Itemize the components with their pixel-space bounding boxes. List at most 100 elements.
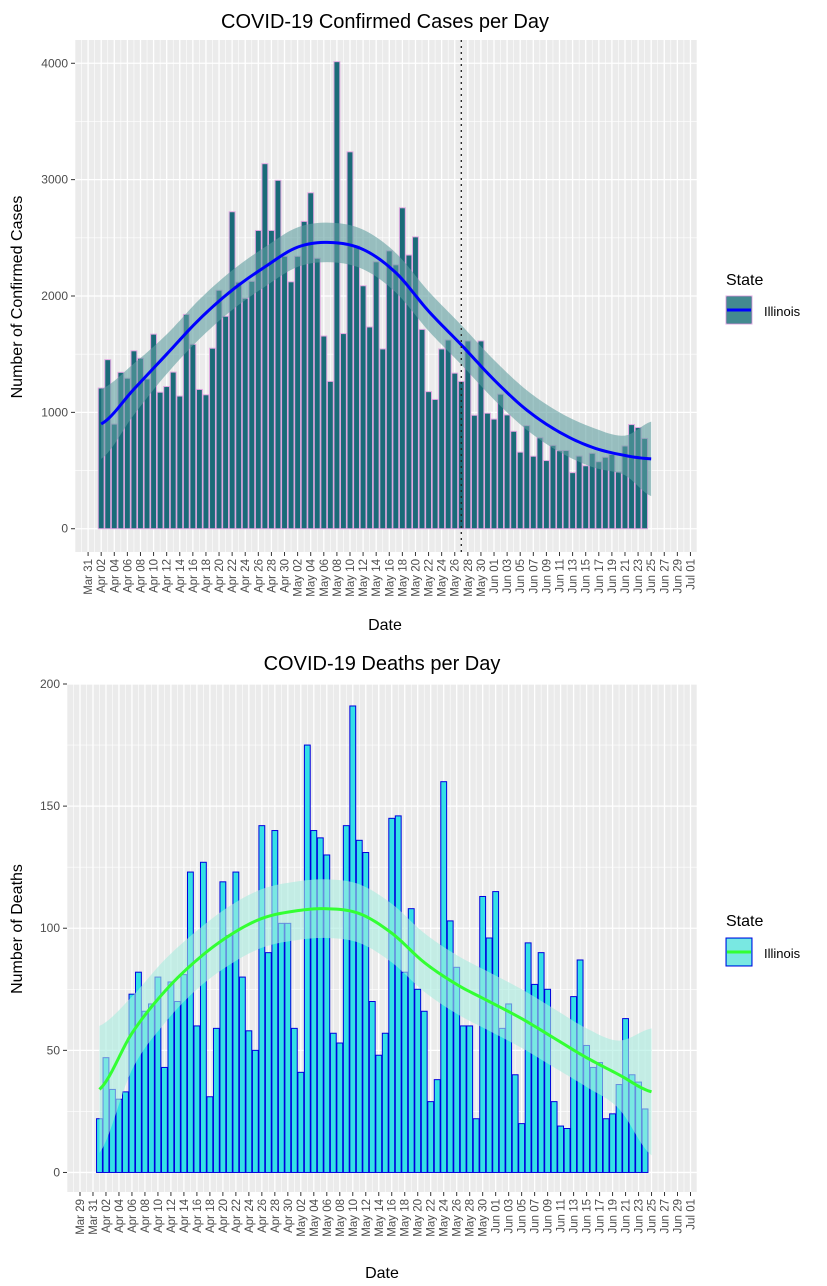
deaths-chart-title: COVID-19 Deaths per Day bbox=[264, 653, 501, 675]
deaths-bar bbox=[180, 974, 188, 1173]
deaths-bar bbox=[466, 1025, 474, 1173]
cases-bar bbox=[130, 350, 138, 530]
deaths-x-tick-label: Jun 07 bbox=[530, 1199, 542, 1234]
cases-x-tick-label: Apr 02 bbox=[96, 559, 108, 593]
cases-chart-title: COVID-19 Confirmed Cases per Day bbox=[221, 11, 549, 33]
cases-x-tick-label: Jun 05 bbox=[515, 559, 527, 594]
cases-x-tick-label: Jun 03 bbox=[502, 559, 514, 594]
cases-x-tick-label: Apr 16 bbox=[188, 559, 200, 593]
deaths-bar bbox=[128, 993, 136, 1173]
deaths-bar bbox=[310, 830, 318, 1173]
deaths-x-tick-label: Jul 01 bbox=[686, 1199, 698, 1230]
cases-legend-entry-illinois: Illinois bbox=[764, 304, 801, 319]
deaths-x-tick-label: Jun 19 bbox=[608, 1199, 620, 1234]
deaths-bar bbox=[199, 861, 207, 1173]
deaths-bar bbox=[161, 1066, 168, 1173]
cases-bar bbox=[169, 371, 177, 530]
cases-y-tick-label: 3000 bbox=[41, 173, 68, 187]
cases-bar bbox=[516, 451, 524, 530]
deaths-x-tick-label: Jun 25 bbox=[647, 1199, 659, 1234]
cases-x-tick-label: Jun 21 bbox=[620, 559, 632, 594]
cases-smooth-line bbox=[100, 240, 652, 461]
cases-x-tick-label: Jun 11 bbox=[555, 559, 567, 593]
cases-x-tick-label: Jun 19 bbox=[607, 559, 619, 594]
deaths-x-tick-label: Jun 03 bbox=[504, 1199, 516, 1234]
cases-y-tick-label: 2000 bbox=[41, 289, 68, 303]
cases-x-tick-label: May 24 bbox=[437, 558, 449, 596]
deaths-x-tick-label: May 14 bbox=[374, 1198, 386, 1236]
cases-x-tick-label: May 02 bbox=[293, 559, 305, 597]
deaths-bar bbox=[336, 1042, 344, 1173]
cases-x-tick-label: May 12 bbox=[358, 559, 370, 597]
deaths-x-tick-label: May 18 bbox=[400, 1199, 412, 1237]
deaths-x-tick-label: May 22 bbox=[426, 1199, 438, 1237]
deaths-bar bbox=[394, 815, 402, 1173]
deaths-x-tick-label: May 16 bbox=[387, 1199, 399, 1237]
cases-bar bbox=[542, 460, 550, 530]
deaths-bar bbox=[459, 1025, 467, 1173]
cases-bar bbox=[359, 285, 367, 530]
deaths-x-tick-label: May 08 bbox=[335, 1199, 347, 1237]
deaths-x-tick-label: Apr 14 bbox=[179, 1198, 191, 1232]
deaths-x-tick-label: Jun 27 bbox=[660, 1199, 672, 1234]
deaths-bar bbox=[544, 988, 552, 1173]
deaths-x-tick-label: Apr 28 bbox=[270, 1199, 282, 1233]
cases-bar bbox=[267, 229, 275, 530]
cases-bar bbox=[484, 412, 491, 530]
deaths-bar bbox=[271, 830, 279, 1173]
deaths-bar bbox=[602, 1118, 610, 1173]
cases-bar bbox=[287, 281, 295, 530]
deaths-bar bbox=[427, 1101, 435, 1173]
deaths-bar bbox=[479, 895, 487, 1173]
cases-y-tick-label: 1000 bbox=[41, 405, 68, 419]
cases-x-tick-label: Jun 07 bbox=[528, 559, 540, 594]
deaths-x-tick-label: Jun 09 bbox=[543, 1199, 555, 1234]
cases-bar bbox=[385, 250, 393, 530]
deaths-x-tick-label: Apr 10 bbox=[153, 1199, 165, 1233]
deaths-x-tick-label: Jun 01 bbox=[491, 1199, 503, 1234]
deaths-bar bbox=[433, 1079, 441, 1173]
cases-bar bbox=[156, 391, 164, 530]
cases-bar bbox=[379, 348, 387, 530]
cases-bar bbox=[339, 333, 347, 530]
cases-bar bbox=[412, 236, 419, 530]
deaths-bar bbox=[401, 971, 409, 1173]
cases-bar bbox=[549, 444, 557, 530]
cases-bar bbox=[438, 348, 446, 530]
deaths-chart: COVID-19 Deaths per Day Date Number of D… bbox=[9, 653, 801, 1282]
cases-x-tick-label: Apr 06 bbox=[122, 559, 134, 593]
cases-x-tick-label: May 28 bbox=[463, 559, 475, 597]
cases-bar bbox=[372, 261, 380, 530]
cases-x-tick-label: May 26 bbox=[450, 559, 462, 597]
deaths-bar bbox=[498, 1027, 506, 1173]
cases-bar bbox=[333, 61, 341, 530]
deaths-bar bbox=[186, 871, 194, 1173]
cases-bar bbox=[189, 343, 197, 530]
cases-bar bbox=[274, 179, 282, 530]
cases-smooth-ribbon bbox=[101, 222, 652, 497]
deaths-bar bbox=[212, 1027, 220, 1173]
deaths-x-tick-label: Jun 11 bbox=[556, 1199, 568, 1233]
cases-bar bbox=[523, 425, 531, 530]
cases-bar bbox=[294, 255, 302, 530]
cases-bar bbox=[490, 418, 498, 530]
deaths-x-tick-label: Jun 23 bbox=[634, 1199, 646, 1234]
deaths-bar bbox=[135, 971, 142, 1173]
deaths-y-tick-label: 100 bbox=[40, 921, 60, 935]
deaths-bar bbox=[277, 922, 285, 1173]
deaths-x-tick-label: Jun 13 bbox=[569, 1199, 581, 1234]
deaths-bar bbox=[232, 871, 240, 1173]
cases-x-tick-label: Apr 30 bbox=[280, 559, 292, 593]
cases-x-tick-label: Jun 23 bbox=[633, 559, 645, 594]
cases-x-tick-label: May 06 bbox=[319, 559, 331, 597]
cases-y-tick-label: 0 bbox=[61, 522, 68, 536]
deaths-bar bbox=[303, 744, 311, 1173]
cases-bar bbox=[425, 391, 433, 530]
cases-bar bbox=[398, 207, 406, 530]
cases-x-tick-label: Jul 01 bbox=[685, 559, 697, 590]
deaths-bar bbox=[297, 1071, 305, 1173]
cases-bar bbox=[431, 398, 439, 530]
cases-x-tick-label: Apr 22 bbox=[227, 559, 239, 593]
deaths-bar bbox=[407, 908, 415, 1173]
cases-x-tick-label: Jun 27 bbox=[659, 559, 671, 594]
